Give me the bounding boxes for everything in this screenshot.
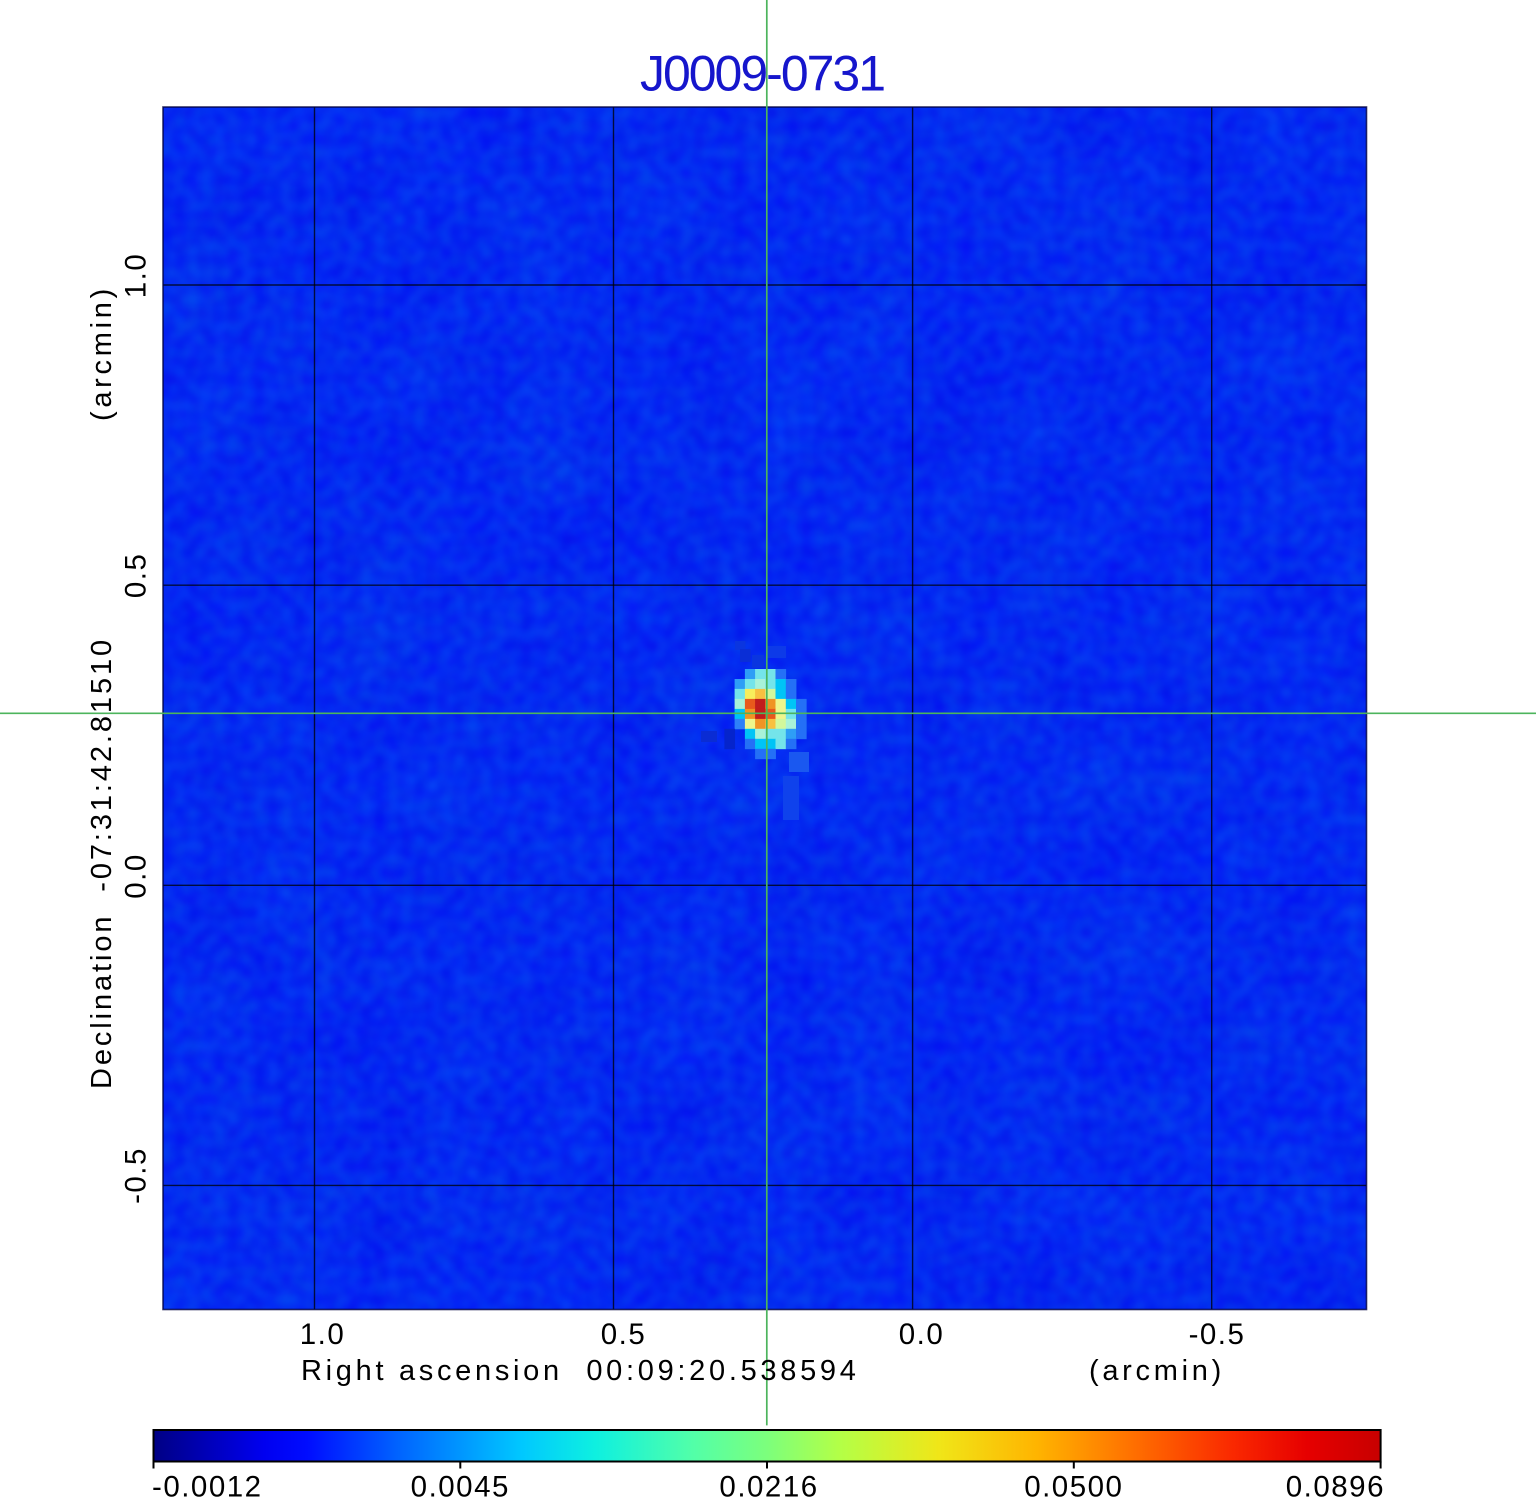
svg-text:1.0: 1.0: [120, 253, 153, 299]
svg-text:0.5: 0.5: [601, 1318, 647, 1351]
svg-text:Right ascension 00:09:20.5385: Right ascension 00:09:20.538594: [301, 1355, 860, 1387]
svg-text:0.0216: 0.0216: [719, 1471, 818, 1500]
svg-text:0.0896: 0.0896: [1286, 1471, 1385, 1500]
svg-text:0.0: 0.0: [120, 853, 153, 899]
svg-text:1.0: 1.0: [300, 1318, 346, 1351]
svg-text:-0.5: -0.5: [1189, 1318, 1246, 1351]
svg-text:Declination -07:31:42.81510: Declination -07:31:42.81510: [86, 637, 118, 1089]
svg-text:0.5: 0.5: [120, 553, 153, 599]
svg-text:0.0500: 0.0500: [1024, 1471, 1123, 1500]
svg-text:-0.0012: -0.0012: [152, 1471, 263, 1500]
svg-text:0.0045: 0.0045: [411, 1471, 510, 1500]
svg-text:-0.5: -0.5: [120, 1147, 153, 1204]
svg-text:(arcmin): (arcmin): [1089, 1355, 1225, 1387]
svg-text:J0009-0731: J0009-0731: [640, 46, 884, 102]
svg-text:(arcmin): (arcmin): [86, 285, 118, 421]
svg-text:0.0: 0.0: [899, 1318, 945, 1351]
